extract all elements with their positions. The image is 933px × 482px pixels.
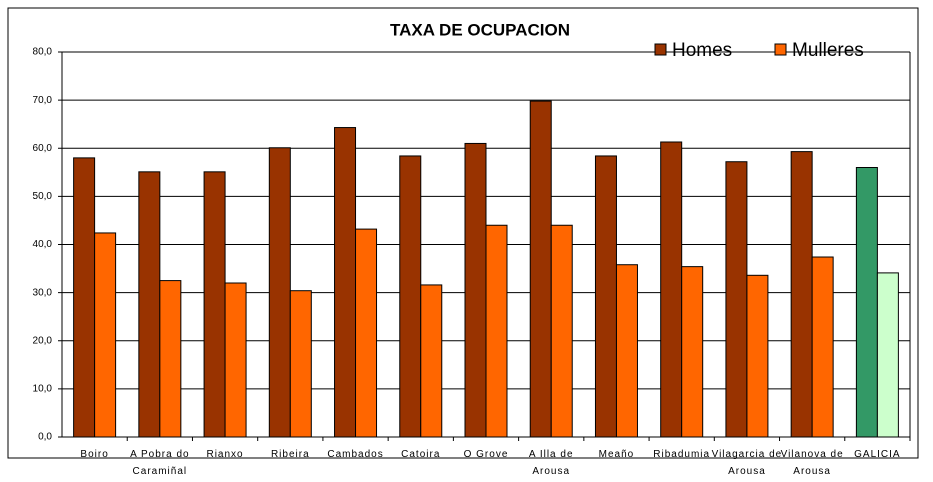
- x-tick-label: Ribadumia: [653, 449, 711, 460]
- y-tick-label: 10,0: [33, 384, 53, 395]
- legend-swatch: [774, 43, 787, 56]
- x-tick-label: Meaño: [598, 449, 635, 460]
- y-tick-label: 50,0: [33, 191, 53, 202]
- bar: [464, 142, 487, 438]
- x-tick-label: Vilanova de Arousa: [780, 449, 844, 477]
- bar: [485, 224, 508, 438]
- y-tick-label: 20,0: [33, 335, 53, 346]
- legend-label: Homes: [672, 40, 732, 61]
- x-tick-label: Catoira: [401, 449, 441, 460]
- x-tick-label: O Grove: [463, 449, 509, 460]
- bar: [94, 232, 117, 438]
- bar: [73, 157, 96, 438]
- bar: [334, 127, 357, 438]
- x-tick-label: Cambados: [327, 449, 384, 460]
- bar: [268, 147, 291, 438]
- bar: [138, 171, 161, 438]
- x-tick-label: GALICIA: [854, 449, 901, 460]
- x-tick-label: Vilagarcia de Arousa: [711, 449, 783, 477]
- bar: [876, 272, 899, 438]
- bar: [355, 228, 378, 438]
- bar: [681, 266, 704, 438]
- bar: [550, 224, 573, 438]
- bar: [159, 280, 182, 438]
- x-tick-label: Boiro: [80, 449, 109, 460]
- bar: [746, 274, 769, 438]
- bar: [420, 284, 443, 438]
- legend-label: Mulleres: [792, 40, 864, 61]
- x-tick-label: Ribeira: [270, 449, 310, 460]
- bar: [289, 290, 312, 438]
- x-tick-label: Rianxo: [206, 449, 244, 460]
- bar: [594, 155, 617, 438]
- legend-swatch: [654, 43, 667, 56]
- x-tick-label: A Pobra do Caramiñal: [130, 449, 190, 477]
- x-tick-label: A Illa de Arousa: [528, 449, 574, 477]
- y-tick-label: 40,0: [33, 239, 53, 250]
- bar: [790, 151, 813, 438]
- bar: [660, 141, 683, 438]
- bar: [224, 282, 247, 438]
- bar: [203, 171, 226, 438]
- y-tick-label: 30,0: [33, 287, 53, 298]
- bar: [855, 167, 878, 438]
- chart-title: TAXA DE OCUPACION: [390, 20, 570, 39]
- y-tick-label: 70,0: [33, 95, 53, 106]
- bar: [615, 264, 638, 438]
- bar: [529, 100, 552, 438]
- y-tick-label: 60,0: [33, 143, 53, 154]
- bar: [725, 161, 748, 438]
- bar: [811, 256, 834, 438]
- y-tick-label: 0,0: [38, 432, 52, 443]
- y-tick-label: 80,0: [33, 47, 53, 58]
- bar: [399, 155, 422, 438]
